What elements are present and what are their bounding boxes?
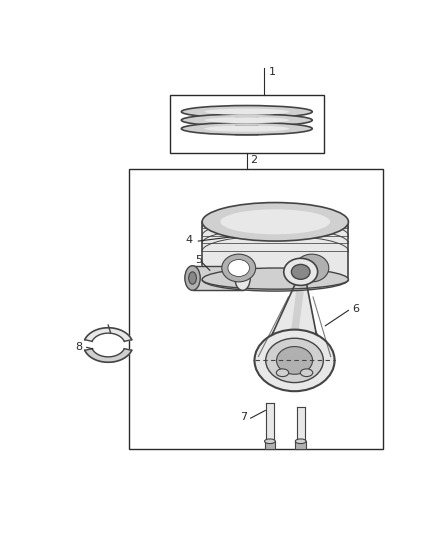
Ellipse shape: [265, 439, 276, 443]
Ellipse shape: [189, 272, 196, 284]
Ellipse shape: [266, 338, 323, 383]
Text: 5: 5: [195, 255, 202, 265]
Ellipse shape: [295, 439, 306, 443]
Bar: [129, 169, 383, 449]
Ellipse shape: [276, 369, 289, 377]
Ellipse shape: [254, 329, 335, 391]
Ellipse shape: [284, 259, 318, 285]
Ellipse shape: [181, 114, 312, 126]
Ellipse shape: [181, 106, 312, 118]
Ellipse shape: [276, 346, 313, 374]
Ellipse shape: [222, 254, 256, 282]
Ellipse shape: [204, 126, 290, 132]
Ellipse shape: [202, 268, 349, 291]
Ellipse shape: [300, 369, 313, 377]
Polygon shape: [273, 285, 316, 333]
Polygon shape: [202, 222, 349, 280]
Ellipse shape: [291, 264, 310, 279]
Text: 6: 6: [352, 304, 359, 314]
Polygon shape: [85, 349, 132, 362]
Ellipse shape: [295, 254, 329, 282]
Ellipse shape: [220, 209, 330, 235]
Bar: [170, 95, 324, 152]
Bar: [265, 441, 276, 449]
Polygon shape: [291, 285, 304, 333]
Polygon shape: [266, 403, 274, 440]
Text: 4: 4: [186, 235, 193, 245]
Ellipse shape: [204, 109, 290, 115]
Text: 1: 1: [269, 67, 276, 77]
Text: 2: 2: [250, 155, 257, 165]
Ellipse shape: [228, 260, 250, 277]
Text: 8: 8: [76, 342, 83, 352]
Polygon shape: [193, 265, 243, 290]
Ellipse shape: [204, 117, 290, 123]
Text: 7: 7: [240, 411, 247, 422]
Polygon shape: [297, 407, 304, 440]
Ellipse shape: [185, 265, 200, 290]
Polygon shape: [85, 328, 132, 341]
Bar: [295, 441, 306, 449]
Ellipse shape: [181, 123, 312, 135]
Ellipse shape: [235, 265, 250, 290]
Ellipse shape: [202, 203, 349, 241]
